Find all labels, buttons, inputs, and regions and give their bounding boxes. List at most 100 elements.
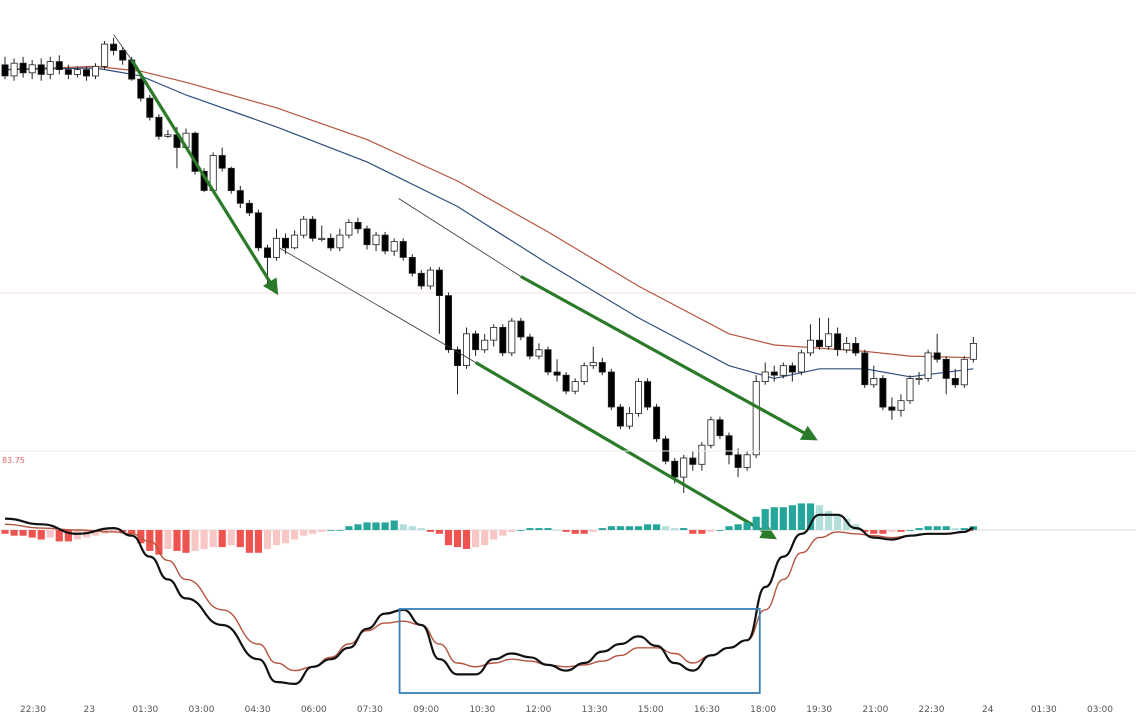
x-tick-label-15: 21:00 — [862, 705, 888, 715]
candle-body — [426, 269, 434, 287]
x-tick-label-14: 19:30 — [806, 705, 832, 715]
candle-body — [218, 155, 226, 169]
candle-81 — [734, 448, 742, 478]
candle-87 — [788, 362, 796, 382]
candle-body — [227, 167, 235, 192]
candle-body — [607, 371, 615, 408]
candle-45 — [408, 254, 416, 277]
histogram-bar-100 — [906, 530, 914, 531]
candle-7 — [64, 64, 72, 80]
candle-97 — [879, 375, 887, 411]
histogram-bar-51 — [462, 530, 471, 549]
x-tick-label-2: 01:30 — [132, 705, 158, 715]
x-tick-label-11: 15:00 — [638, 705, 664, 715]
candle-75 — [680, 454, 688, 493]
candle-68 — [616, 403, 624, 430]
x-tick-label-4: 04:30 — [245, 705, 271, 715]
candle-body — [906, 377, 914, 402]
x-tick-label-16: 22:30 — [919, 705, 945, 715]
histogram-bar-16 — [146, 530, 154, 551]
histogram-bar-77 — [698, 530, 706, 534]
candle-body — [571, 381, 579, 392]
candle-21 — [191, 131, 199, 175]
candle-body — [951, 377, 959, 386]
candle-body — [28, 64, 36, 74]
candle-body — [526, 336, 534, 357]
candle-6 — [55, 55, 63, 75]
histogram-bar-29 — [263, 530, 272, 549]
histogram-bar-87 — [788, 505, 796, 530]
candle-36 — [327, 233, 335, 252]
candle-54 — [490, 324, 498, 347]
candle-body — [281, 237, 289, 249]
signal-line — [4, 523, 974, 672]
histogram-bar-105 — [951, 528, 959, 530]
candle-53 — [481, 333, 489, 353]
candle-body — [915, 377, 923, 380]
histogram-bar-48 — [435, 530, 443, 534]
histogram-bar-26 — [236, 530, 244, 548]
candle-67 — [607, 368, 615, 411]
candle-body — [191, 132, 199, 172]
histogram-bar-39 — [354, 524, 362, 530]
histogram-bar-7 — [64, 530, 72, 542]
histogram-bar-30 — [272, 530, 281, 546]
candle-body — [37, 64, 45, 75]
macd-highlight-box — [398, 608, 761, 694]
candle-41 — [372, 231, 380, 252]
histogram-bar-89 — [806, 503, 815, 530]
candle-13 — [119, 47, 127, 65]
channel-upper-thin — [398, 198, 522, 277]
x-tick-label-13: 18:00 — [750, 705, 776, 715]
histogram-bar-25 — [227, 530, 235, 546]
candle-38 — [345, 219, 353, 239]
x-tick-label-9: 12:00 — [525, 705, 551, 715]
candle-15 — [137, 77, 145, 102]
candle-77 — [698, 442, 706, 471]
candle-body — [662, 438, 670, 462]
candle-body — [544, 349, 552, 373]
histogram-bar-42 — [381, 522, 389, 530]
histogram-bar-10 — [91, 530, 100, 536]
candle-2 — [19, 56, 27, 78]
candle-80 — [725, 432, 733, 465]
candle-25 — [227, 166, 235, 194]
histogram-bar-27 — [245, 530, 253, 553]
candle-body — [779, 365, 787, 376]
candle-76 — [689, 451, 697, 471]
candle-32 — [291, 230, 299, 250]
candle-body — [381, 234, 389, 252]
candle-body — [272, 237, 280, 258]
x-tick-label-12: 16:30 — [694, 705, 720, 715]
candle-body — [788, 365, 796, 373]
candle-body — [155, 116, 163, 137]
histogram-bar-2 — [19, 530, 27, 536]
candle-73 — [662, 435, 670, 465]
candle-body — [598, 362, 606, 373]
candle-99 — [897, 394, 905, 417]
candle-body — [73, 69, 81, 75]
candle-4 — [37, 58, 45, 81]
candle-body — [589, 362, 597, 367]
candle-body — [10, 62, 18, 77]
candle-49 — [444, 292, 452, 353]
candle-body — [635, 381, 643, 414]
candle-body — [164, 134, 172, 137]
slow-ma-line — [4, 65, 974, 359]
candle-106 — [960, 356, 968, 388]
candle-103 — [933, 333, 941, 363]
candle-body — [653, 406, 661, 440]
candle-89 — [807, 324, 815, 357]
candle-body — [372, 234, 380, 246]
histogram-bar-67 — [607, 526, 615, 530]
candle-body — [417, 272, 425, 287]
histogram-bar-46 — [417, 528, 425, 530]
candle-0 — [1, 56, 9, 80]
candle-body — [481, 339, 489, 351]
candle-101 — [915, 372, 923, 385]
candle-64 — [580, 362, 588, 385]
candle-11 — [101, 40, 109, 70]
candle-96 — [870, 365, 878, 388]
candle-body — [345, 221, 353, 236]
histogram-bar-96 — [870, 530, 878, 534]
